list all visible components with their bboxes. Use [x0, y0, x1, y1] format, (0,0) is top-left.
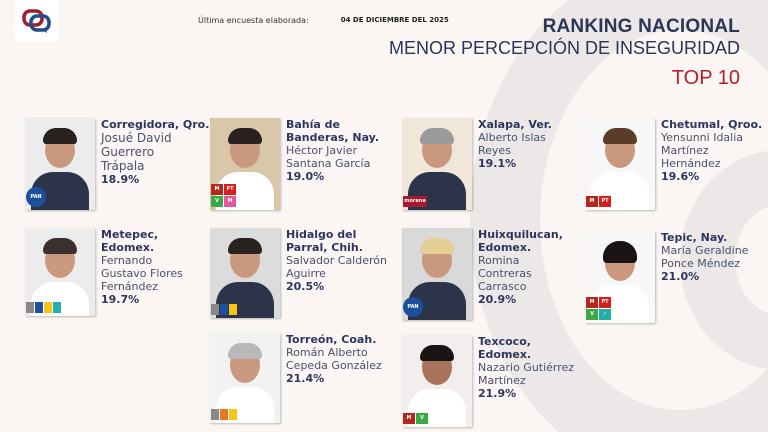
top-label: TOP 10: [671, 67, 740, 89]
card-name: Romina Contreras Carrasco: [478, 254, 532, 293]
chat-bubbles-logo-icon: [22, 9, 51, 33]
card-city: Hidalgo del Parral, Chih.: [286, 228, 363, 254]
candidate-photo: M PT: [585, 118, 655, 210]
card-name: Héctor Javier Santana García: [286, 144, 371, 170]
card-percentage: 21.9%: [478, 387, 517, 400]
candidate-photo: [210, 228, 280, 318]
card-city: Texcoco, Edomex.: [478, 335, 532, 361]
page-subtitle: MENOR PERCEPCIÓN DE INSEGURIDAD: [388, 38, 740, 58]
ranking-card-9: Torreón, Coah. Román Alberto Cepeda Gonz…: [210, 333, 396, 423]
party-logo-coalition-icon: [211, 409, 251, 420]
ranking-card-7: PAN Huixquilucan, Edomex. Romina Contrer…: [402, 228, 568, 320]
card-name: Nazario Gutiérrez Martínez: [478, 361, 575, 387]
card-city: Bahía de Banderas, Nay.: [286, 118, 380, 144]
card-city: Xalapa, Ver.: [478, 118, 552, 131]
ranking-card-4: M PT Chetumal, Qroo. Yensunni Idalia Mart…: [585, 118, 768, 210]
card-percentage: 18.9%: [101, 173, 140, 186]
candidate-photo: PAN: [25, 118, 95, 210]
card-name: Román Alberto Cepeda González: [286, 346, 382, 372]
party-logo-coalition-icon: M PT V M: [211, 184, 237, 207]
brand-logo: [15, 0, 59, 42]
ranking-card-6: Hidalgo del Parral, Chih. Salvador Calde…: [210, 228, 396, 318]
card-name: Josué David Guerrero Trápala: [101, 131, 172, 173]
ranking-card-1: PAN Corregidora, Qro. Josué David Guerre…: [25, 118, 209, 210]
candidate-photo: PAN: [402, 228, 472, 320]
party-logo-coalition-icon: M PT V ✓: [586, 297, 612, 320]
ranking-card-5: Metepec, Edomex. Fernando Gustavo Flores…: [25, 228, 191, 316]
card-name: Alberto Islas Reyes: [478, 131, 546, 157]
candidate-photo: M PT V M: [210, 118, 280, 210]
card-name: Fernando Gustavo Flores Fernández: [101, 254, 183, 293]
card-city: Metepec, Edomex.: [101, 228, 159, 254]
survey-info: Última encuesta elaborada: 04 DE DICIEMB…: [198, 16, 449, 25]
card-city: Torreón, Coah.: [286, 333, 377, 346]
party-logo-pan-icon: PAN: [403, 297, 429, 317]
card-name: Yensunni Idalia Martínez Hernández: [661, 131, 744, 170]
party-logo-coalition-icon: [26, 302, 66, 313]
party-logo-coalition-icon: [211, 304, 251, 315]
title-block: RANKING NACIONAL MENOR PERCEPCIÓN DE INS…: [389, 16, 740, 90]
card-city: Corregidora, Qro.: [101, 118, 210, 131]
card-percentage: 19.0%: [286, 170, 325, 183]
card-name: María Geraldine Ponce Méndez: [661, 244, 749, 270]
card-city: Huixquilucan, Edomex.: [478, 228, 563, 254]
candidate-photo: M PT V ✓: [585, 231, 655, 323]
candidate-photo: morena: [402, 118, 472, 210]
ranking-card-8: M PT V ✓ Tepic, Nay. María Geraldine Ponce …: [585, 231, 761, 323]
card-percentage: 21.4%: [286, 372, 325, 385]
card-percentage: 21.0%: [661, 270, 700, 283]
card-city: Chetumal, Qroo.: [661, 118, 763, 131]
card-percentage: 19.6%: [661, 170, 700, 183]
candidate-photo: [210, 333, 280, 423]
party-logo-morena-icon: morena: [403, 196, 429, 207]
card-percentage: 19.1%: [478, 157, 517, 170]
card-name: Salvador Calderón Aguirre: [286, 254, 387, 280]
card-percentage: 19.7%: [101, 293, 140, 306]
survey-date: 04 DE DICIEMBRE DEL 2025: [340, 16, 449, 24]
party-logo-pan-icon: PAN: [26, 187, 52, 207]
party-logo-coalition-icon: M PT: [586, 196, 612, 207]
candidate-photo: [25, 228, 95, 316]
page-title: RANKING NACIONAL: [542, 16, 740, 37]
card-percentage: 20.5%: [286, 280, 325, 293]
survey-label: Última encuesta elaborada:: [198, 16, 309, 25]
card-city: Tepic, Nay.: [661, 231, 728, 244]
card-percentage: 20.9%: [478, 293, 517, 306]
ranking-card-2: M PT V M Bahía de Banderas, Nay. Héctor Jav…: [210, 118, 386, 210]
ranking-card-3: morena Xalapa, Ver. Alberto Islas Reyes …: [402, 118, 554, 210]
